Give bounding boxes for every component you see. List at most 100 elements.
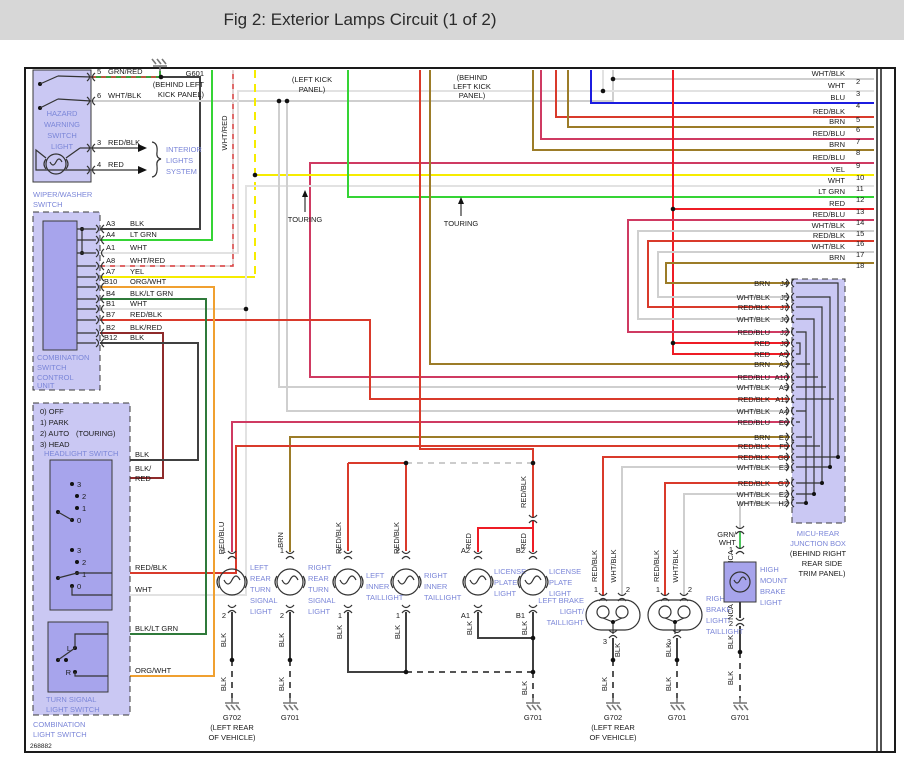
lamp-label: TAILLIGHT — [706, 627, 744, 636]
wire-label: BLK — [277, 677, 286, 691]
note-left-kick: (LEFT KICK — [292, 75, 332, 84]
contact-num: 2 — [82, 558, 86, 567]
pin-color: WHT/BLK — [737, 315, 770, 324]
pin-color: RED/BLK — [738, 479, 770, 488]
pin-color: RED/BLU — [812, 153, 845, 162]
ground-id: G701 — [731, 713, 749, 722]
lamp-label: LIGHT — [250, 607, 273, 616]
ground-id: G701 — [668, 713, 686, 722]
lamp-label: BRAKE — [706, 605, 731, 614]
pin-color: BRN — [754, 279, 770, 288]
pin-color: RED/BLK — [738, 303, 770, 312]
junction-dots — [158, 74, 743, 675]
wire-label: BLK — [664, 677, 673, 691]
wire-label: GRN/ — [717, 530, 737, 539]
license-plate-light-right: RED B2 B1 LICENSE PLATE LIGHT BLK BLK — [516, 533, 581, 696]
pin-num: 15 — [856, 229, 864, 238]
pin-num: 1 — [729, 545, 733, 554]
turn-signal-label: LIGHT SWITCH — [46, 705, 100, 714]
high-mount-brake-light: GRN/ WHT 1 NCA NCA 2 BLK BLK HIGH MOUNT … — [717, 525, 788, 685]
pin-color: RED — [754, 350, 770, 359]
pin-id: B1 — [516, 611, 525, 620]
wire-e6-red-blu — [231, 421, 790, 552]
wire-label: NCA — [726, 550, 735, 566]
lamp-label: LIGHT — [494, 589, 517, 598]
wire-label: BLK — [465, 621, 474, 635]
wire-label: BLK — [277, 633, 286, 647]
contact-num: 3 — [77, 546, 81, 555]
wire-label: BLK — [613, 643, 622, 657]
hazard-pin-num: 3 — [97, 138, 101, 147]
pin-id: J7 — [780, 303, 788, 312]
pin-num: 2 — [222, 611, 226, 620]
headlight-pos: 2) AUTO — [40, 429, 69, 438]
turn-signal-switch-body — [47, 621, 109, 693]
wire-label: BLK — [520, 681, 529, 695]
wire-label: WHT/BLK — [609, 549, 618, 582]
pin-color: WHT/BLK — [737, 293, 770, 302]
interior-lights-label: INTERIOR — [166, 145, 202, 154]
high-mount-body — [723, 561, 757, 603]
bulb-icon — [729, 571, 751, 593]
pin-id: G8 — [778, 453, 788, 462]
pin-color: RED/BLU — [737, 418, 770, 427]
wire-label: RED/BLK — [334, 522, 343, 554]
hazard-pin-num: 4 — [97, 160, 101, 169]
pin-stubs — [77, 228, 96, 344]
lamp-label: LICENSE — [494, 567, 526, 576]
lamp-label: REAR — [250, 574, 271, 583]
junction-box-loc: TRIM PANEL) — [799, 569, 846, 578]
pin-num: 2 — [856, 77, 860, 86]
pin-color: WHT/BLK — [737, 499, 770, 508]
wire-g8-red-blk — [602, 456, 790, 596]
pin-color: YEL — [130, 267, 144, 276]
comb-light-label: LIGHT SWITCH — [33, 730, 87, 739]
comb-unit-label: UNIT — [37, 381, 55, 390]
hazard-pin-num: 6 — [97, 91, 101, 100]
pin-color: LT GRN — [130, 230, 157, 239]
pin-color: ORG/WHT — [130, 277, 167, 286]
wire-b7-a11-red-blk — [100, 319, 790, 400]
pin-id: H2 — [778, 499, 788, 508]
combination-light-switch: 0) OFF 1) PARK 2) AUTO (TOURING) 3) HEAD… — [32, 402, 178, 716]
wire-label: RED/BLK — [392, 522, 401, 554]
pin-num: 16 — [856, 239, 864, 248]
right-connector: WHT/BLK 2 WHT 3 BLU 4 RED/BLK 5 BRN 6 RED/BLU… — [812, 69, 865, 270]
wire-label: BLK/ — [135, 464, 152, 473]
pin-num: 3 — [603, 637, 607, 646]
wire-pin6-brn — [567, 70, 874, 128]
ground-id: G601 — [186, 69, 204, 78]
pin-color: WHT — [130, 243, 147, 252]
pin-num: 11 — [856, 184, 864, 193]
wire-pin11-wht — [112, 185, 874, 596]
lamp-label: LIGHT/ — [560, 607, 585, 616]
wire-pin13-red — [672, 70, 790, 355]
lamp-label: LICENSE — [549, 567, 581, 576]
wire-license-red — [477, 521, 534, 552]
wire-pin17-j5 — [657, 251, 874, 298]
ground-loc: (LEFT REAR — [591, 723, 635, 732]
hazard-pin-color: RED/BLK — [108, 138, 140, 147]
location-notes: (LEFT KICK PANEL) (BEHIND LEFT KICK PANE… — [220, 73, 491, 228]
junction-internal-bus — [796, 282, 839, 504]
contact-num: 0 — [77, 516, 81, 525]
pin-color: RED — [829, 199, 845, 208]
lamp-label: SIGNAL — [250, 596, 278, 605]
wire-label: WHT/BLK — [671, 549, 680, 582]
wire-g7-red-blk — [664, 482, 790, 596]
wire-pin15-j6 — [637, 230, 874, 320]
left-rear-turn-signal-light: RED/BLU 1 2 LEFT REAR TURN SIGNAL LIGHT … — [216, 522, 278, 691]
wire-label: BLK — [219, 633, 228, 647]
pin-color: BRN — [829, 117, 845, 126]
pin-id: A4 — [779, 407, 788, 416]
pin-color: WHT/RED — [130, 256, 166, 265]
lamp-label: INNER — [366, 582, 390, 591]
pin-num: 1 — [396, 611, 400, 620]
interior-lights-label: SYSTEM — [166, 167, 197, 176]
wire-label-wht-red: WHT/RED — [220, 115, 229, 151]
junction-box-label: JUNCTION BOX — [790, 539, 846, 548]
pin-id: A8 — [106, 256, 115, 265]
pin-color: WHT/BLK — [737, 490, 770, 499]
pin-color: BRN — [829, 140, 845, 149]
